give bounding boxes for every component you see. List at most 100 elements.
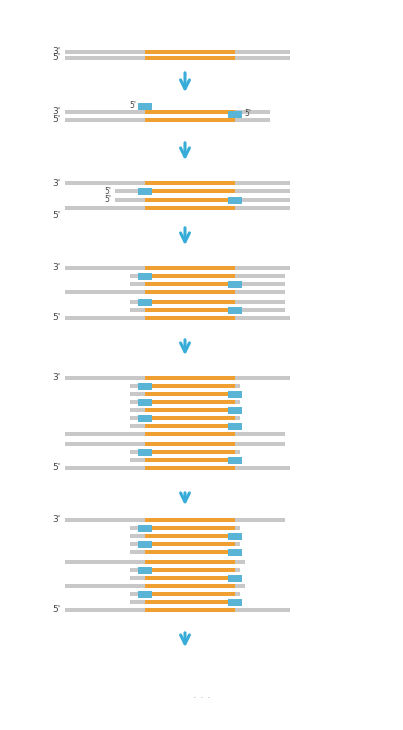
Bar — [235, 550, 240, 554]
Bar — [145, 518, 235, 522]
Bar — [235, 424, 240, 428]
Bar — [138, 415, 152, 421]
Bar — [130, 400, 145, 404]
Bar — [235, 592, 240, 596]
Bar — [235, 290, 285, 294]
Bar — [145, 600, 235, 604]
Bar — [65, 442, 145, 446]
Bar — [130, 526, 145, 530]
Bar — [138, 188, 152, 194]
Bar — [228, 280, 242, 288]
Bar — [235, 282, 285, 286]
Bar — [65, 206, 145, 210]
Bar — [130, 550, 145, 554]
Text: 5': 5' — [53, 313, 61, 323]
Bar — [130, 600, 145, 604]
Bar — [235, 534, 240, 538]
Bar — [138, 383, 152, 390]
Bar — [145, 584, 235, 588]
Bar — [145, 290, 235, 294]
Bar — [145, 432, 235, 436]
Bar — [138, 272, 152, 280]
Text: 5': 5' — [53, 53, 61, 63]
Text: 3': 3' — [53, 179, 61, 188]
Text: 5': 5' — [53, 464, 61, 472]
Bar — [235, 416, 240, 420]
Bar — [138, 524, 152, 531]
Bar — [145, 400, 235, 404]
Bar — [145, 266, 235, 270]
Bar — [65, 56, 145, 60]
Bar — [235, 206, 290, 210]
Bar — [130, 282, 145, 286]
Bar — [235, 316, 290, 320]
Bar — [65, 316, 145, 320]
Bar — [145, 376, 235, 380]
Bar — [235, 568, 240, 572]
Bar — [145, 118, 235, 122]
Bar — [138, 448, 152, 456]
Bar — [130, 424, 145, 428]
Bar — [130, 542, 145, 546]
Bar — [130, 308, 145, 312]
Bar — [115, 198, 145, 202]
Bar — [65, 608, 145, 612]
Bar — [145, 56, 235, 60]
Bar — [145, 550, 235, 554]
Bar — [65, 181, 145, 185]
Bar — [235, 458, 240, 462]
Bar — [235, 400, 240, 404]
Bar — [130, 416, 145, 420]
Bar — [145, 592, 235, 596]
Bar — [130, 450, 145, 454]
Text: 5': 5' — [53, 212, 61, 220]
Bar — [65, 466, 145, 470]
Bar — [235, 518, 285, 522]
Bar — [235, 450, 240, 454]
Bar — [235, 376, 290, 380]
Bar — [228, 110, 242, 118]
Bar — [235, 189, 290, 193]
Bar — [65, 376, 145, 380]
Bar — [235, 442, 285, 446]
Bar — [145, 416, 235, 420]
Bar — [235, 181, 290, 185]
Bar — [130, 392, 145, 396]
Bar — [235, 118, 270, 122]
Text: 3': 3' — [53, 374, 61, 383]
Bar — [138, 591, 152, 597]
Bar — [65, 560, 145, 564]
Bar — [138, 540, 152, 548]
Bar — [235, 110, 270, 114]
Bar — [145, 526, 235, 530]
Bar — [130, 576, 145, 580]
Bar — [228, 456, 242, 464]
Bar — [235, 56, 290, 60]
Bar — [130, 300, 145, 304]
Bar — [145, 534, 235, 538]
Bar — [235, 600, 240, 604]
Bar — [145, 442, 235, 446]
Bar — [235, 584, 245, 588]
Bar — [65, 50, 145, 54]
Bar — [145, 576, 235, 580]
Bar — [145, 424, 235, 428]
Bar — [235, 384, 240, 388]
Bar — [145, 608, 235, 612]
Bar — [145, 282, 235, 286]
Bar — [138, 102, 152, 109]
Bar — [235, 560, 245, 564]
Bar — [130, 568, 145, 572]
Bar — [235, 198, 290, 202]
Bar — [145, 189, 235, 193]
Bar — [235, 526, 240, 530]
Bar — [235, 266, 290, 270]
Bar — [130, 592, 145, 596]
Bar — [130, 408, 145, 412]
Bar — [145, 198, 235, 202]
Bar — [228, 196, 242, 204]
Bar — [228, 599, 242, 605]
Bar — [235, 432, 285, 436]
Text: 5': 5' — [53, 605, 61, 615]
Bar — [138, 399, 152, 405]
